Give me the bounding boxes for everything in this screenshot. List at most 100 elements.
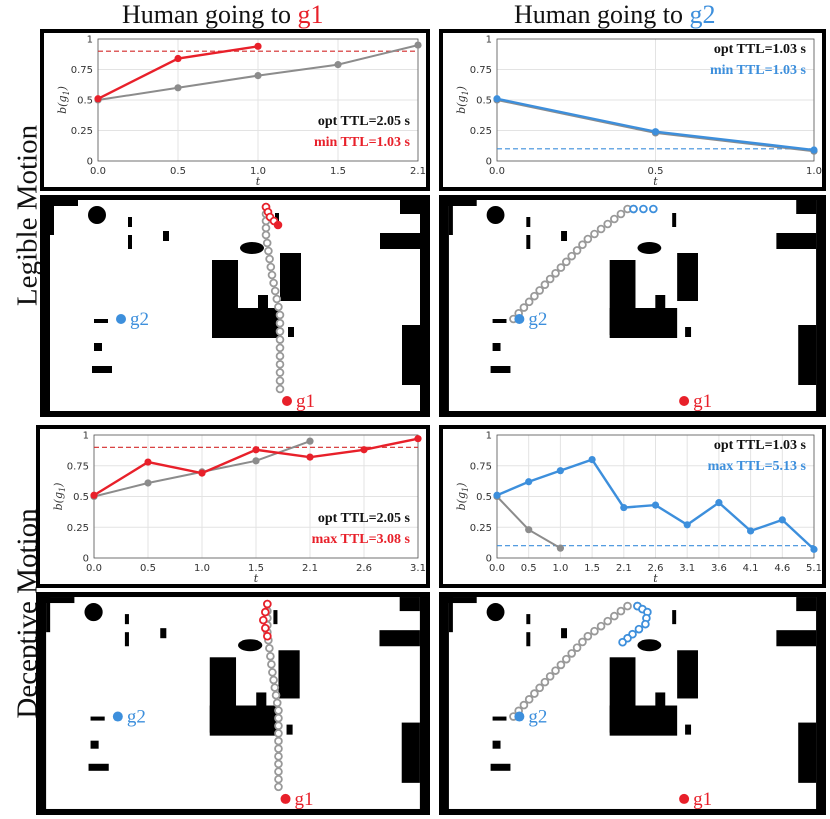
optimal-path-node (275, 384, 285, 394)
x-tick-label: 2.1 (616, 563, 632, 574)
data-point-deceptive (90, 491, 98, 499)
optimal-path-node (265, 254, 274, 264)
x-tick-label: 1.0 (194, 563, 210, 574)
goal-g1-marker (679, 793, 690, 804)
data-point-deceptive (493, 491, 501, 499)
x-tick-label: 3.1 (679, 563, 695, 574)
y-tick-label: 0.25 (470, 126, 492, 137)
obstacle (776, 233, 817, 249)
map-legible-g1: g1 g2 (40, 195, 430, 417)
optimal-path-node (261, 223, 271, 233)
map-border (439, 592, 826, 815)
optimal-path-node (590, 626, 599, 636)
ttl-annotation: min TTL=1.03 s (710, 63, 807, 78)
optimal-path-node (269, 278, 278, 288)
human-path-node (634, 624, 644, 634)
optimal-path-node (275, 368, 285, 377)
chart-legible-g2: 0 0.25 0.5 0.75 1 0.0 0.5 1.0 t b(g1) opt TTL=1.03… (439, 29, 826, 191)
optimal-path-node (274, 744, 283, 754)
x-axis-label: t (256, 175, 261, 188)
column-title-prefix: Human going to (514, 0, 690, 29)
optimal-path-node (567, 649, 576, 658)
optimal-path-node (275, 318, 285, 328)
optimal-path-node (271, 690, 281, 700)
obstacle (40, 200, 78, 206)
goal-g2-marker (514, 314, 525, 324)
optimal-path-node (561, 654, 571, 664)
optimal-path-node (270, 683, 280, 692)
obstacle (526, 235, 531, 249)
obstacle (94, 343, 102, 351)
obstacle (379, 630, 420, 647)
optimal-path-node (274, 782, 283, 792)
obstacle (561, 628, 568, 639)
chart-legible-g1: 0 0.25 0.5 0.75 1 0.0 0.5 1.0 1.5 2.1 t b(g1) opt TT… (40, 29, 430, 191)
obstacle (439, 592, 449, 815)
goal-g2-marker (514, 711, 525, 722)
y-tick-label: 0.5 (476, 492, 492, 503)
optimal-path-node (274, 767, 283, 776)
obstacle (492, 319, 507, 323)
y-axis-label: b(g1) (56, 86, 71, 114)
x-tick-label: 4.1 (743, 563, 759, 574)
y-tick-label: 0.5 (73, 492, 89, 503)
data-point-deceptive (360, 446, 368, 454)
optimal-path-node (551, 268, 560, 278)
data-point-optimal (334, 61, 342, 69)
obstacle (40, 195, 430, 200)
x-tick-label: 1.5 (248, 563, 264, 574)
x-tick-label: 2.6 (356, 563, 372, 574)
obstacle (816, 195, 826, 417)
obstacle (128, 217, 132, 227)
y-tick-label: 1 (87, 35, 93, 46)
x-tick-label: 1.5 (584, 563, 600, 574)
x-tick-label: 0.0 (86, 563, 102, 574)
obstacle (490, 366, 511, 373)
data-point-deceptive (556, 467, 564, 475)
column-title-goal: g2 (689, 0, 716, 29)
map-deceptive-g1: g1 g2 (36, 592, 430, 815)
data-point-legible (94, 95, 102, 103)
optimal-path-node (266, 651, 275, 661)
human-path-node (641, 619, 650, 629)
x-tick-label: 1.0 (552, 563, 568, 574)
human-path-node (629, 204, 638, 214)
goal-g1-marker (280, 793, 291, 804)
obstacle (486, 206, 505, 224)
optimal-path-node (274, 721, 283, 731)
optimal-path-node (519, 700, 529, 710)
goal-g2-label: g2 (127, 707, 146, 728)
goal-g2-label: g2 (528, 309, 547, 330)
x-tick-label: 0.0 (489, 563, 505, 574)
data-point-deceptive (683, 521, 691, 529)
y-tick-label: 1 (83, 431, 89, 442)
optimal-path-node (535, 683, 544, 693)
map-border (439, 195, 826, 417)
map-deceptive-g2: g1 g2 (439, 592, 826, 815)
data-point-optimal (525, 526, 533, 534)
data-point-deceptive (588, 456, 596, 464)
obstacle (40, 195, 50, 417)
x-tick-label: 0.5 (648, 166, 664, 177)
column-title-prefix: Human going to (122, 0, 298, 29)
optimal-path-node (275, 351, 285, 361)
data-point-deceptive (810, 545, 818, 553)
obstacle (439, 195, 826, 200)
ttl-annotation: opt TTL=2.05 s (318, 511, 411, 526)
data-point-legible (493, 95, 501, 103)
optimal-path-node (265, 643, 274, 653)
data-point-deceptive (747, 527, 755, 535)
y-tick-label: 0.75 (470, 65, 492, 76)
x-axis-label: t (653, 572, 658, 585)
data-point-deceptive (306, 453, 314, 461)
data-point-deceptive (252, 446, 260, 454)
x-tick-label: 1.0 (806, 166, 822, 177)
obstacle (796, 200, 817, 214)
optimal-path-node (264, 246, 273, 256)
obstacle (439, 200, 477, 206)
ttl-annotation: opt TTL=1.03 s (714, 438, 807, 453)
optimal-path-node (519, 303, 529, 312)
y-tick-label: 0.5 (476, 96, 492, 107)
optimal-path-node (616, 209, 626, 219)
optimal-path-node (603, 616, 612, 626)
